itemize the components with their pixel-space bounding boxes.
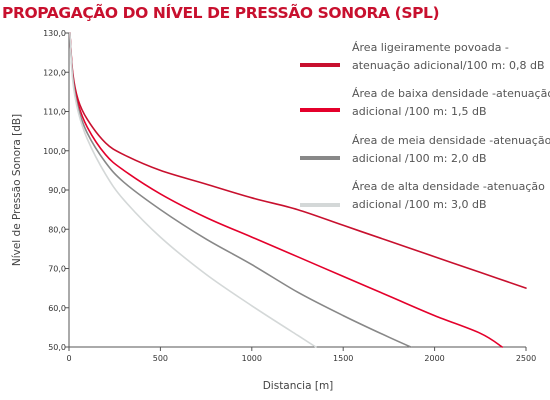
y-tick-label: 100,0	[43, 147, 66, 156]
x-tick-label: 2000	[424, 354, 444, 363]
y-tick-label: 130,0	[43, 29, 66, 38]
series-line-lightly-populated	[69, 32, 527, 289]
y-tick-label: 60,0	[48, 304, 66, 313]
legend-label: Área de meia densidade -atenuação	[352, 134, 550, 147]
x-ticks: 0 500 1000 1500 2000 2500	[66, 347, 536, 363]
legend-label: atenuação adicional/100 m: 0,8 dB	[352, 59, 545, 72]
x-tick-label: 0	[66, 354, 71, 363]
chart-title: PROPAGAÇÃO DO NÍVEL DE PRESSÃO SONORA (S…	[2, 4, 440, 22]
legend-label: adicional /100 m: 2,0 dB	[352, 152, 487, 165]
y-tick-label: 50,0	[48, 343, 66, 352]
x-tick-label: 1500	[333, 354, 353, 363]
legend-label: Área de alta densidade -atenuação	[352, 180, 545, 193]
x-tick-label: 1000	[242, 354, 262, 363]
y-tick-label: 70,0	[48, 265, 66, 274]
legend: Área ligeiramente povoada - atenuação adi…	[300, 41, 550, 211]
x-tick-label: 2500	[516, 354, 536, 363]
series-line-high-density	[69, 32, 317, 348]
series-lines	[69, 32, 527, 348]
x-axis-label: Distancia [m]	[263, 380, 334, 392]
series-line-medium-density	[69, 32, 412, 348]
legend-label: adicional /100 m: 1,5 dB	[352, 105, 487, 118]
legend-label: adicional /100 m: 3,0 dB	[352, 198, 487, 211]
series-line-low-density	[69, 32, 503, 348]
legend-label: Área ligeiramente povoada -	[352, 41, 509, 54]
y-tick-label: 120,0	[43, 68, 66, 77]
y-axis-label: Nível de Pressão Sonora [dB]	[11, 114, 23, 266]
y-tick-label: 110,0	[43, 108, 66, 117]
y-tick-label: 80,0	[48, 225, 66, 234]
x-tick-label: 500	[153, 354, 168, 363]
legend-label: Área de baixa densidade -atenuação	[352, 87, 550, 100]
y-tick-label: 90,0	[48, 186, 66, 195]
y-ticks: 50,0 60,0 70,0 80,0 90,0 100,0 110,0 120,0 130,0	[43, 29, 69, 352]
